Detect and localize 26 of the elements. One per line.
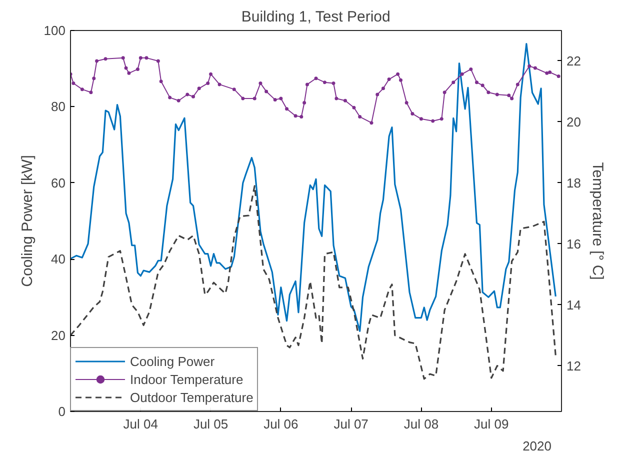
y2-tick-label: 14 — [566, 297, 581, 312]
y-tick-label: 20 — [51, 328, 66, 343]
x-tick-label: Jul 06 — [264, 416, 298, 432]
y2-tick-label: 20 — [566, 114, 581, 130]
y2-axis-title: Temperature [° C] — [588, 162, 606, 280]
y-tick-label: 80 — [51, 99, 66, 114]
legend-label: Cooling Power — [130, 352, 215, 370]
y2-tick-label: 12 — [566, 358, 581, 374]
y2-tick-label: 16 — [566, 236, 581, 252]
y-tick-label: 40 — [51, 252, 66, 267]
x-tick-label: Jul 08 — [404, 416, 439, 432]
x-tick-label: Jul 09 — [474, 416, 509, 432]
y2-tick-label: 22 — [566, 53, 581, 68]
y-tick-label: 60 — [51, 175, 66, 190]
x-tick-label: Jul 05 — [193, 416, 228, 432]
y-axis-title: Cooling Power [kW] — [18, 155, 36, 287]
legend-label: Outdoor Temperature — [130, 388, 254, 406]
chart-title: Building 1, Test Period — [241, 8, 390, 26]
y2-tick-label: 18 — [566, 175, 581, 190]
x-tick-label: Jul 04 — [123, 416, 158, 432]
legend-label: Indoor Temperature — [130, 370, 244, 388]
y-tick-label: 100 — [44, 23, 66, 38]
line-series — [70, 43, 556, 332]
text: 2020 — [522, 438, 552, 454]
x-tick-label: Jul 07 — [334, 416, 368, 432]
y-tick-label: 0 — [58, 404, 66, 419]
